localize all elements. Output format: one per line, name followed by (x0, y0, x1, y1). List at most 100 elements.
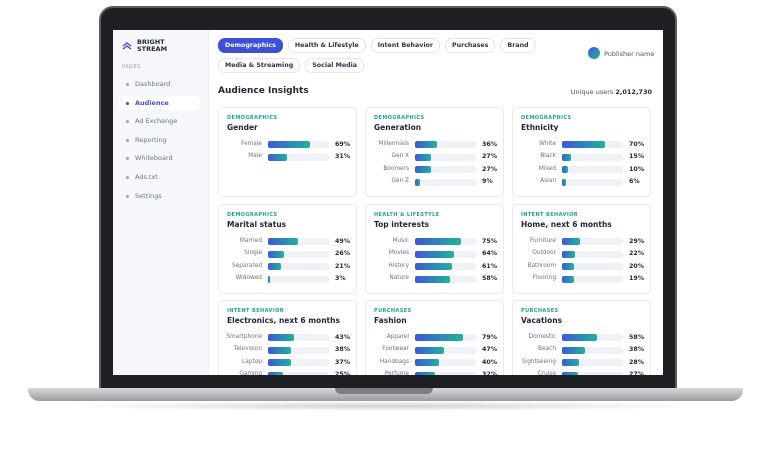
row-value: 37% (335, 358, 351, 366)
bar-track (268, 275, 329, 283)
nav-item[interactable]: Ad Exchange (118, 114, 200, 128)
screen: BRIGHT STREAM PAGES Dashboard Audience Ad E… (113, 30, 663, 375)
bar-track (562, 141, 623, 148)
nav-item[interactable]: Audience (118, 95, 200, 110)
row-value: 61% (482, 262, 498, 270)
row-value: 29% (629, 237, 645, 245)
bar-track (415, 178, 476, 186)
tab[interactable]: Media & Streaming (218, 58, 301, 73)
row-label: Gen Z (391, 178, 409, 184)
bar-track (415, 263, 476, 270)
bar-track (562, 346, 623, 354)
nav-label[interactable]: Reporting (135, 135, 167, 144)
row-label: Nature (389, 275, 409, 281)
nav-label[interactable]: Whiteboard (135, 154, 173, 163)
nav-item[interactable]: Whiteboard (118, 151, 200, 165)
bar (415, 238, 461, 245)
row-label: Furniture (529, 237, 556, 244)
bar (268, 250, 284, 258)
bar-track (268, 250, 329, 258)
logo (122, 42, 132, 50)
row-label: Married (239, 237, 262, 244)
card-title: Ethnicity (521, 123, 559, 132)
tab[interactable]: Brand (500, 38, 536, 53)
nav-item[interactable]: Settings (118, 189, 200, 203)
row-value: 47% (482, 346, 498, 353)
card-category: INTENT BEHAVIOR (521, 212, 578, 218)
row-label: Widowed (235, 275, 262, 281)
card-title: Home, next 6 months (521, 220, 612, 229)
bar (415, 346, 444, 354)
nav-label[interactable]: Ad Exchange (135, 117, 178, 126)
nav-label[interactable]: Audience (135, 98, 169, 107)
row-value: 15% (629, 153, 645, 160)
bar-track (562, 334, 623, 341)
bar-track (415, 238, 476, 245)
insight-card: INTENT BEHAVIOR Electronics, next 6 month… (218, 300, 357, 375)
bar (562, 238, 580, 245)
tab[interactable]: Demographics (218, 38, 283, 53)
nav-item[interactable]: Dashboard (118, 77, 200, 91)
row-value: 27% (482, 165, 498, 173)
nav-dot (126, 157, 129, 161)
avatar[interactable] (588, 47, 600, 59)
nav-label[interactable]: Ads.txt (135, 173, 158, 181)
nav-item[interactable]: Reporting (118, 133, 200, 147)
insight-card: DEMOGRAPHICS Generation Millennials 36% Gen … (365, 107, 504, 197)
bar (415, 166, 432, 173)
bar-track (268, 153, 329, 161)
bar (415, 275, 451, 283)
tabs: Demographics Health & Lifestyle Intent Beh… (218, 38, 574, 73)
row-label: Male (248, 153, 262, 159)
bar-track (415, 371, 476, 375)
laptop-base (28, 388, 743, 401)
insight-card: PURCHASES Fashion Apparel 79% Footwear 47% Han… (365, 300, 504, 375)
card-category: PURCHASES (521, 308, 559, 314)
bar-track (268, 359, 329, 366)
nav-dot (126, 176, 129, 179)
users-label: Unique users (570, 88, 614, 96)
row-value: 69% (335, 140, 351, 148)
publisher-name[interactable]: Publisher name (604, 50, 655, 58)
bar-track (415, 334, 476, 341)
row-value: 64% (482, 250, 498, 257)
row-label: History (388, 262, 409, 269)
tab[interactable]: Health & Lifestyle (287, 38, 366, 53)
row-label: Sightseeing (521, 358, 556, 365)
section-label: PAGES (122, 64, 141, 70)
tab[interactable]: Purchases (444, 38, 496, 53)
row-value: 25% (335, 371, 351, 375)
tab[interactable]: Social Media (305, 58, 365, 73)
bar (562, 178, 566, 186)
nav-label[interactable]: Settings (135, 191, 162, 200)
row-value: 19% (629, 275, 645, 282)
row-value: 28% (629, 358, 645, 366)
row-value: 26% (335, 250, 351, 257)
row-label: Bathroom (527, 262, 556, 269)
unique-users: Unique users 2,012,730 (571, 88, 652, 96)
bar-track (415, 141, 476, 148)
bar-track (562, 371, 623, 375)
row-value: 38% (335, 346, 351, 353)
row-label: Flooring (532, 275, 556, 281)
row-value: 22% (629, 250, 645, 257)
row-value: 21% (335, 262, 351, 270)
row-value: 31% (335, 153, 351, 160)
row-value: 58% (482, 275, 498, 282)
row-label: Boomers (383, 165, 409, 172)
sidebar: BRIGHT STREAM PAGES Dashboard Audience Ad E… (113, 30, 209, 375)
bar (562, 153, 572, 161)
row-label: Separated (232, 262, 262, 269)
bar (415, 141, 437, 148)
insight-card: INTENT BEHAVIOR Home, next 6 months Furnit… (512, 204, 651, 294)
tab[interactable]: Intent Behavior (370, 38, 440, 53)
row-value: 27% (629, 371, 645, 375)
bar (268, 275, 270, 283)
row-label: Female (241, 140, 262, 147)
nav-label[interactable]: Dashboard (135, 80, 171, 88)
nav-item[interactable]: Ads.txt (118, 170, 200, 184)
row-value: 32% (482, 371, 498, 375)
bar-track (562, 238, 623, 245)
card-title: Fashion (374, 316, 407, 325)
